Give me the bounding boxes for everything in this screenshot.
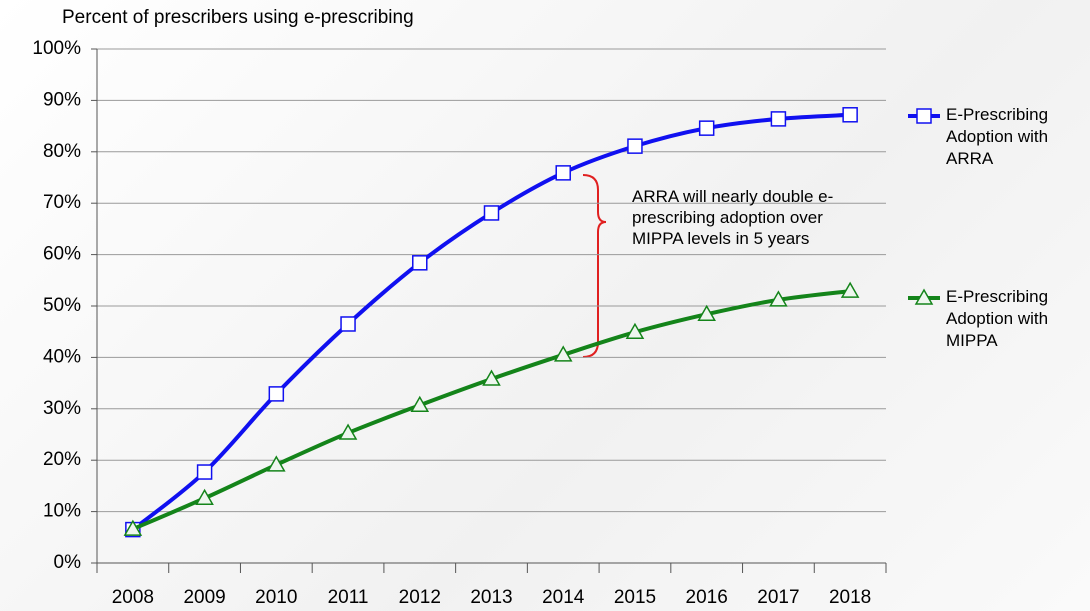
- x-tick-label: 2013: [470, 587, 512, 608]
- y-tick-label: 100%: [32, 38, 81, 59]
- marker: [485, 206, 499, 220]
- x-tick-label: 2008: [112, 587, 154, 608]
- marker: [628, 139, 642, 153]
- legend-label: E-Prescribing Adoption with MIPPA: [946, 286, 1086, 352]
- y-tick-label: 50%: [43, 295, 81, 316]
- x-tick-label: 2012: [399, 587, 441, 608]
- annotation: ARRA will nearly double e-prescribing ad…: [632, 186, 872, 249]
- y-tick-label: 80%: [43, 141, 81, 162]
- series-line: [133, 115, 850, 530]
- series-line: [133, 291, 850, 529]
- marker: [556, 166, 570, 180]
- x-tick-label: 2014: [542, 587, 585, 608]
- x-tick-label: 2009: [183, 587, 225, 608]
- marker: [341, 317, 355, 331]
- marker: [198, 465, 212, 479]
- chart-title: Percent of prescribers using e-prescribi…: [62, 7, 414, 28]
- x-tick-label: 2010: [255, 587, 297, 608]
- chart: Percent of prescribers using e-prescribi…: [0, 0, 1090, 611]
- y-tick-label: 10%: [43, 501, 81, 522]
- x-tick-label: 2015: [614, 587, 656, 608]
- page: Percent of prescribers using e-prescribi…: [0, 0, 1090, 611]
- y-tick-label: 0%: [54, 552, 82, 573]
- marker: [413, 256, 427, 270]
- marker: [700, 121, 714, 135]
- y-tick-label: 40%: [43, 346, 81, 367]
- x-tick-label: 2017: [757, 587, 799, 608]
- marker: [843, 108, 857, 122]
- y-tick-label: 30%: [43, 398, 81, 419]
- marker: [269, 387, 283, 401]
- legend-label: E-Prescribing Adoption with ARRA: [946, 104, 1086, 170]
- legend-marker: [917, 109, 931, 123]
- x-tick-label: 2018: [829, 587, 871, 608]
- y-tick-label: 20%: [43, 449, 81, 470]
- bracket: [583, 175, 606, 357]
- x-tick-label: 2011: [328, 587, 369, 608]
- x-tick-label: 2016: [686, 587, 728, 608]
- y-tick-label: 70%: [43, 192, 81, 213]
- y-tick-label: 90%: [43, 89, 81, 110]
- marker: [771, 112, 785, 126]
- y-tick-label: 60%: [43, 244, 81, 265]
